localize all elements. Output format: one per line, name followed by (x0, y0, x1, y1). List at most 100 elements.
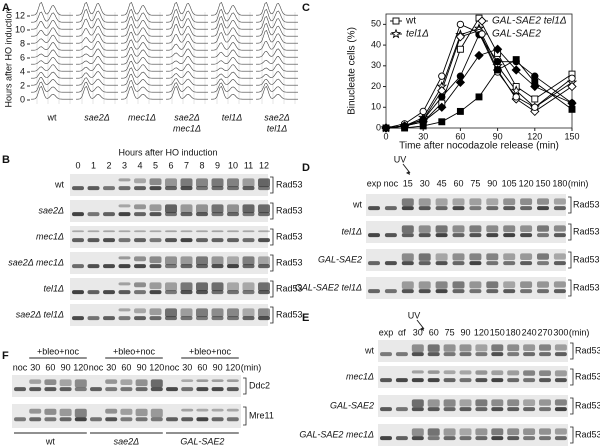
shifted-band (491, 399, 504, 407)
band (196, 387, 209, 392)
band (87, 186, 100, 191)
bracket (270, 280, 274, 298)
band (539, 436, 551, 441)
facs-histogram (256, 82, 298, 93)
band (553, 261, 566, 266)
lane-label: 9 (215, 160, 220, 170)
facs-histogram (76, 25, 118, 37)
band (539, 378, 551, 383)
band (165, 238, 177, 243)
band (211, 212, 224, 217)
band (103, 212, 115, 217)
band (539, 352, 551, 357)
shifted-band (475, 344, 488, 352)
shifted-band (74, 408, 87, 418)
band (180, 264, 193, 269)
shifted-band (226, 379, 239, 382)
shifted-band (196, 230, 208, 233)
facs-histogram (31, 86, 73, 100)
y-axis-label: Binucleate cells (%) (347, 27, 358, 115)
band (103, 186, 115, 191)
band (242, 238, 255, 243)
marker (512, 93, 520, 101)
band (443, 352, 456, 357)
band (418, 206, 431, 211)
marker (531, 103, 539, 111)
facs-histogram (121, 16, 163, 30)
marker (456, 20, 465, 29)
shifted-band (469, 198, 482, 206)
band (59, 417, 72, 422)
marker (531, 95, 539, 103)
y-tick-label: 50 (371, 19, 381, 29)
lane-label: 180 (552, 178, 567, 188)
unit-label: (min) (241, 362, 261, 372)
shifted-band (554, 344, 567, 351)
band (180, 212, 193, 217)
shifted-band (165, 282, 177, 292)
shifted-band (165, 204, 177, 214)
series-line (385, 48, 573, 129)
y-tick-label: 8 (20, 38, 25, 48)
facs-histogram (166, 82, 208, 93)
shifted-band (149, 204, 162, 212)
band (475, 378, 488, 383)
shifted-band (165, 308, 177, 318)
shifted-band (242, 178, 255, 188)
panel-label: F (2, 350, 9, 362)
facs-histogram (211, 23, 253, 37)
band (523, 378, 536, 383)
blot (366, 249, 566, 271)
blot (366, 194, 566, 216)
shifted-band (469, 225, 482, 233)
legend-marker (477, 16, 487, 26)
band (427, 436, 440, 441)
lane-label: 150 (535, 178, 550, 188)
blot (366, 221, 566, 243)
treatment-label: UV (408, 310, 421, 320)
band (491, 436, 504, 441)
series-line (385, 27, 573, 129)
bracket (570, 426, 574, 444)
y-tick-label: 0 (20, 94, 25, 104)
facs-histogram (166, 86, 208, 100)
shifted-band (411, 399, 424, 408)
band (227, 264, 239, 269)
shifted-band (491, 344, 504, 352)
band (227, 290, 239, 295)
shifted-band (491, 428, 504, 436)
shifted-band (539, 399, 551, 406)
strain-label: wt (47, 112, 57, 122)
shifted-band (459, 399, 472, 407)
facs-histogram (166, 48, 208, 58)
row-label: sae2Δ tel1Δ (16, 309, 64, 319)
facs-histogram (31, 11, 73, 23)
facs-histogram (166, 56, 208, 65)
band (165, 186, 177, 191)
shifted-band (180, 282, 193, 292)
shifted-band (401, 253, 414, 262)
shifted-band (180, 308, 193, 318)
row-label: GAL-SAE2 (318, 254, 362, 264)
band (72, 212, 84, 217)
band (227, 238, 239, 243)
shifted-band (227, 308, 239, 318)
band (74, 387, 87, 392)
facs-histogram (256, 48, 298, 58)
band (418, 233, 431, 238)
blot (366, 277, 566, 299)
shifted-band (181, 379, 194, 382)
shifted-band (520, 225, 533, 232)
facs-histogram (121, 67, 163, 79)
band (452, 206, 465, 211)
band (395, 352, 408, 357)
lane-label: 30 (106, 362, 116, 372)
band (149, 290, 162, 295)
y-tick-label: 2 (20, 80, 25, 90)
band (211, 387, 224, 392)
band (29, 387, 42, 392)
facs-histogram (76, 33, 118, 44)
band (196, 212, 208, 217)
band (553, 289, 566, 294)
marker (437, 102, 447, 112)
